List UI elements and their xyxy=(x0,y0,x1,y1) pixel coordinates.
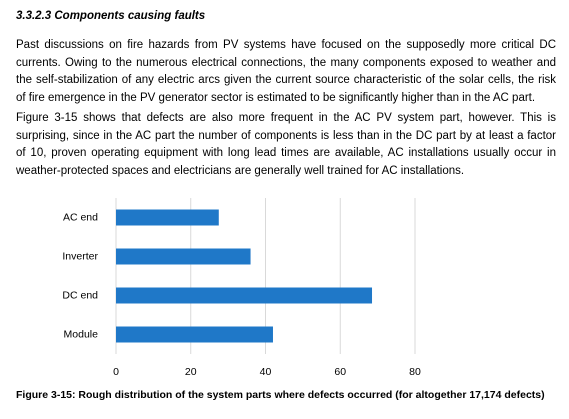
bar xyxy=(116,248,251,265)
y-tick-label: Inverter xyxy=(62,250,98,262)
section-heading: 3.3.2.3 Components causing faults xyxy=(16,10,206,22)
x-tick-label: 60 xyxy=(334,366,346,378)
y-tick-label: AC end xyxy=(63,211,98,223)
paragraph: Past discussions on fire hazards from PV… xyxy=(16,39,556,104)
y-tick-label: Module xyxy=(64,328,99,340)
bar xyxy=(116,287,373,304)
x-tick-label: 40 xyxy=(260,366,272,378)
chart: 0 20 40 60 80 AC end Inverter DC end Module xyxy=(62,198,421,378)
figure-caption: Figure 3-15: Rough distribution of the s… xyxy=(16,389,545,401)
x-tick-label: 20 xyxy=(185,366,197,378)
bar xyxy=(116,326,273,343)
bar xyxy=(116,209,219,226)
y-tick-label: DC end xyxy=(62,289,98,301)
x-tick-label: 0 xyxy=(113,366,119,378)
paragraph: Figure 3-15 shows that defects are also … xyxy=(16,112,556,177)
x-tick-label: 80 xyxy=(409,366,421,378)
